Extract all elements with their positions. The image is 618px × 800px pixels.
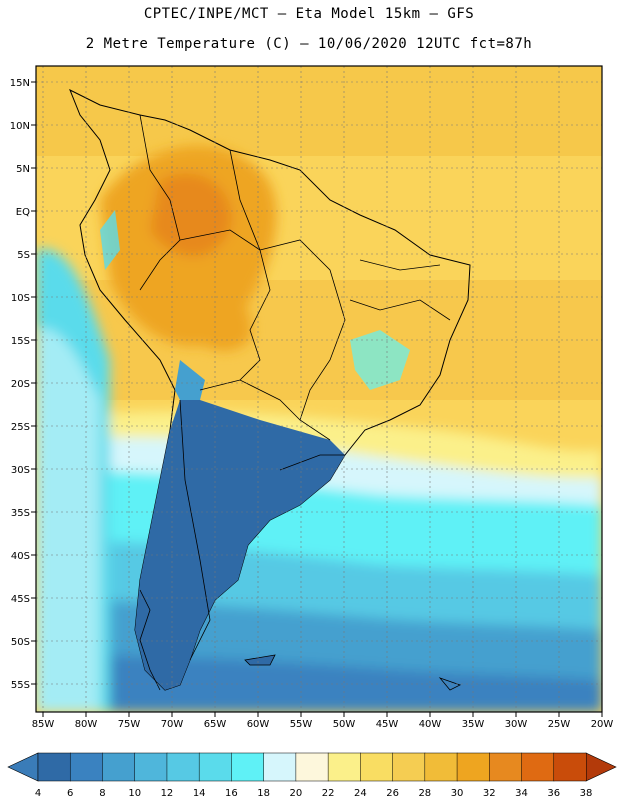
temperature-field — [36, 66, 602, 712]
colorbar-swatch — [231, 752, 265, 782]
colorbar-label: 8 — [99, 788, 105, 799]
colorbar-swatch — [37, 752, 71, 782]
lat-label: 10S — [11, 293, 30, 304]
lon-label: 30W — [505, 719, 528, 730]
lat-label: 55S — [11, 680, 30, 691]
lon-label: 25W — [548, 719, 571, 730]
colorbar-swatch — [360, 752, 394, 782]
map-frame — [35, 65, 603, 713]
colorbar-swatch — [489, 752, 523, 782]
lat-label: 45S — [11, 594, 30, 605]
colorbar-label: 34 — [515, 788, 528, 799]
colorbar-high-arrow — [585, 752, 617, 782]
lon-label: 85W — [32, 719, 55, 730]
lat-label: 5N — [16, 164, 30, 175]
lon-label: 80W — [75, 719, 98, 730]
colorbar-label: 16 — [225, 788, 238, 799]
lon-label: 45W — [376, 719, 399, 730]
lon-label: 35W — [462, 719, 485, 730]
colorbar-swatch — [134, 752, 168, 782]
colorbar-swatch — [263, 752, 297, 782]
colorbar-label: 12 — [161, 788, 174, 799]
colorbar-label: 4 — [35, 788, 41, 799]
lat-label: 20S — [11, 379, 30, 390]
longitude-labels: 85W 80W 75W 70W 65W 60W 55W 50W 45W 40W 35W 30W 25W 2… — [32, 712, 614, 730]
lon-label: 75W — [118, 719, 141, 730]
colorbar-label: 14 — [193, 788, 206, 799]
lat-label: 25S — [11, 422, 30, 433]
lat-label: 15S — [11, 336, 30, 347]
lon-label: 50W — [333, 719, 356, 730]
colorbar-swatch — [327, 752, 361, 782]
colorbar-swatch — [198, 752, 232, 782]
lat-lon-grid — [36, 66, 602, 712]
colorbar-label: 10 — [128, 788, 141, 799]
lon-label: 60W — [247, 719, 270, 730]
colorbar-label: 26 — [386, 788, 399, 799]
colorbar-label: 6 — [67, 788, 73, 799]
colorbar-swatch — [456, 752, 490, 782]
colorbar-low-arrow — [7, 752, 39, 782]
lat-label: 35S — [11, 508, 30, 519]
colorbar-swatch — [553, 752, 587, 782]
colorbar: 4 6 8 10 12 14 16 18 20 22 24 26 28 30 32 34 36 38 — [7, 752, 617, 799]
colorbar-swatch — [102, 752, 136, 782]
lon-label: 55W — [290, 719, 313, 730]
lat-label: EQ — [16, 207, 30, 218]
colorbar-swatch — [424, 752, 458, 782]
lat-label: 50S — [11, 637, 30, 648]
colorbar-label: 22 — [322, 788, 335, 799]
colorbar-label: 32 — [483, 788, 496, 799]
colorbar-swatch — [166, 752, 200, 782]
colorbar-swatch — [521, 752, 555, 782]
colorbar-swatch — [392, 752, 426, 782]
colorbar-label: 24 — [354, 788, 367, 799]
colorbar-label: 20 — [290, 788, 303, 799]
colorbar-label: 28 — [418, 788, 431, 799]
lat-label: 5S — [17, 250, 30, 261]
lat-label: 30S — [11, 465, 30, 476]
colorbar-label: 36 — [547, 788, 560, 799]
lat-label: 10N — [10, 121, 30, 132]
latitude-labels: 15N 10N 5N EQ 5S 10S 15S 20S 25S 30S 35S 40S 45S 50S 5… — [10, 78, 36, 691]
lon-label: 20W — [591, 719, 614, 730]
lat-label: 40S — [11, 551, 30, 562]
colorbar-swatch — [295, 752, 329, 782]
colorbar-swatch — [69, 752, 104, 782]
colorbar-label: 38 — [580, 788, 593, 799]
map-subtitle: 2 Metre Temperature (C) – 10/06/2020 12U… — [85, 36, 533, 52]
lon-label: 70W — [161, 719, 184, 730]
colorbar-label: 30 — [451, 788, 464, 799]
lon-label: 65W — [204, 719, 227, 730]
lat-label: 15N — [10, 78, 30, 89]
colorbar-label: 18 — [257, 788, 270, 799]
map-title: CPTEC/INPE/MCT – Eta Model 15km – GFS — [143, 6, 475, 22]
lon-label: 40W — [419, 719, 442, 730]
